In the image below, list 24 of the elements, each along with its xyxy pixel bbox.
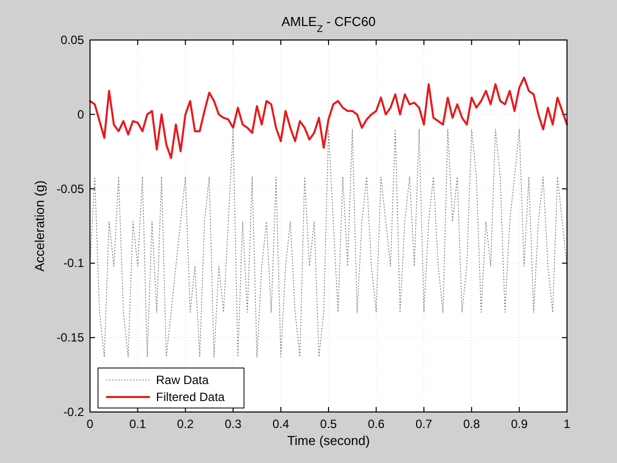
chart-title: AMLE$_{Z}$ - CFC60 [281, 14, 376, 34]
legend-label: Raw Data [156, 373, 210, 387]
x-tick-label: 0 [86, 417, 94, 431]
y-tick-label: -0.05 [56, 182, 84, 196]
x-tick-label: 0.9 [510, 417, 528, 431]
x-tick-label: 0.6 [368, 417, 385, 431]
x-axis-title: Time (second) [287, 433, 370, 448]
legend-label: Filtered Data [156, 390, 226, 404]
y-tick-label: -0.2 [63, 405, 84, 419]
x-tick-label: 0.8 [463, 417, 480, 431]
x-tick-label: 0.2 [177, 417, 194, 431]
y-tick-label: 0.05 [60, 33, 84, 47]
x-tick-label: 0.5 [320, 417, 338, 431]
y-tick-label: -0.15 [56, 330, 84, 345]
x-tick-label: 1 [564, 417, 571, 431]
y-tick-label: 0 [77, 107, 84, 122]
x-tick-label: 0.4 [272, 417, 290, 431]
x-tick-label: 0.7 [416, 417, 433, 431]
x-tick-label: 0.3 [224, 417, 242, 431]
y-axis-title: Acceleration (g) [32, 180, 47, 272]
x-tick-label: 0.1 [129, 417, 146, 431]
y-tick-label: -0.1 [63, 256, 84, 270]
line-series [90, 128, 568, 358]
line-series [89, 76, 568, 159]
